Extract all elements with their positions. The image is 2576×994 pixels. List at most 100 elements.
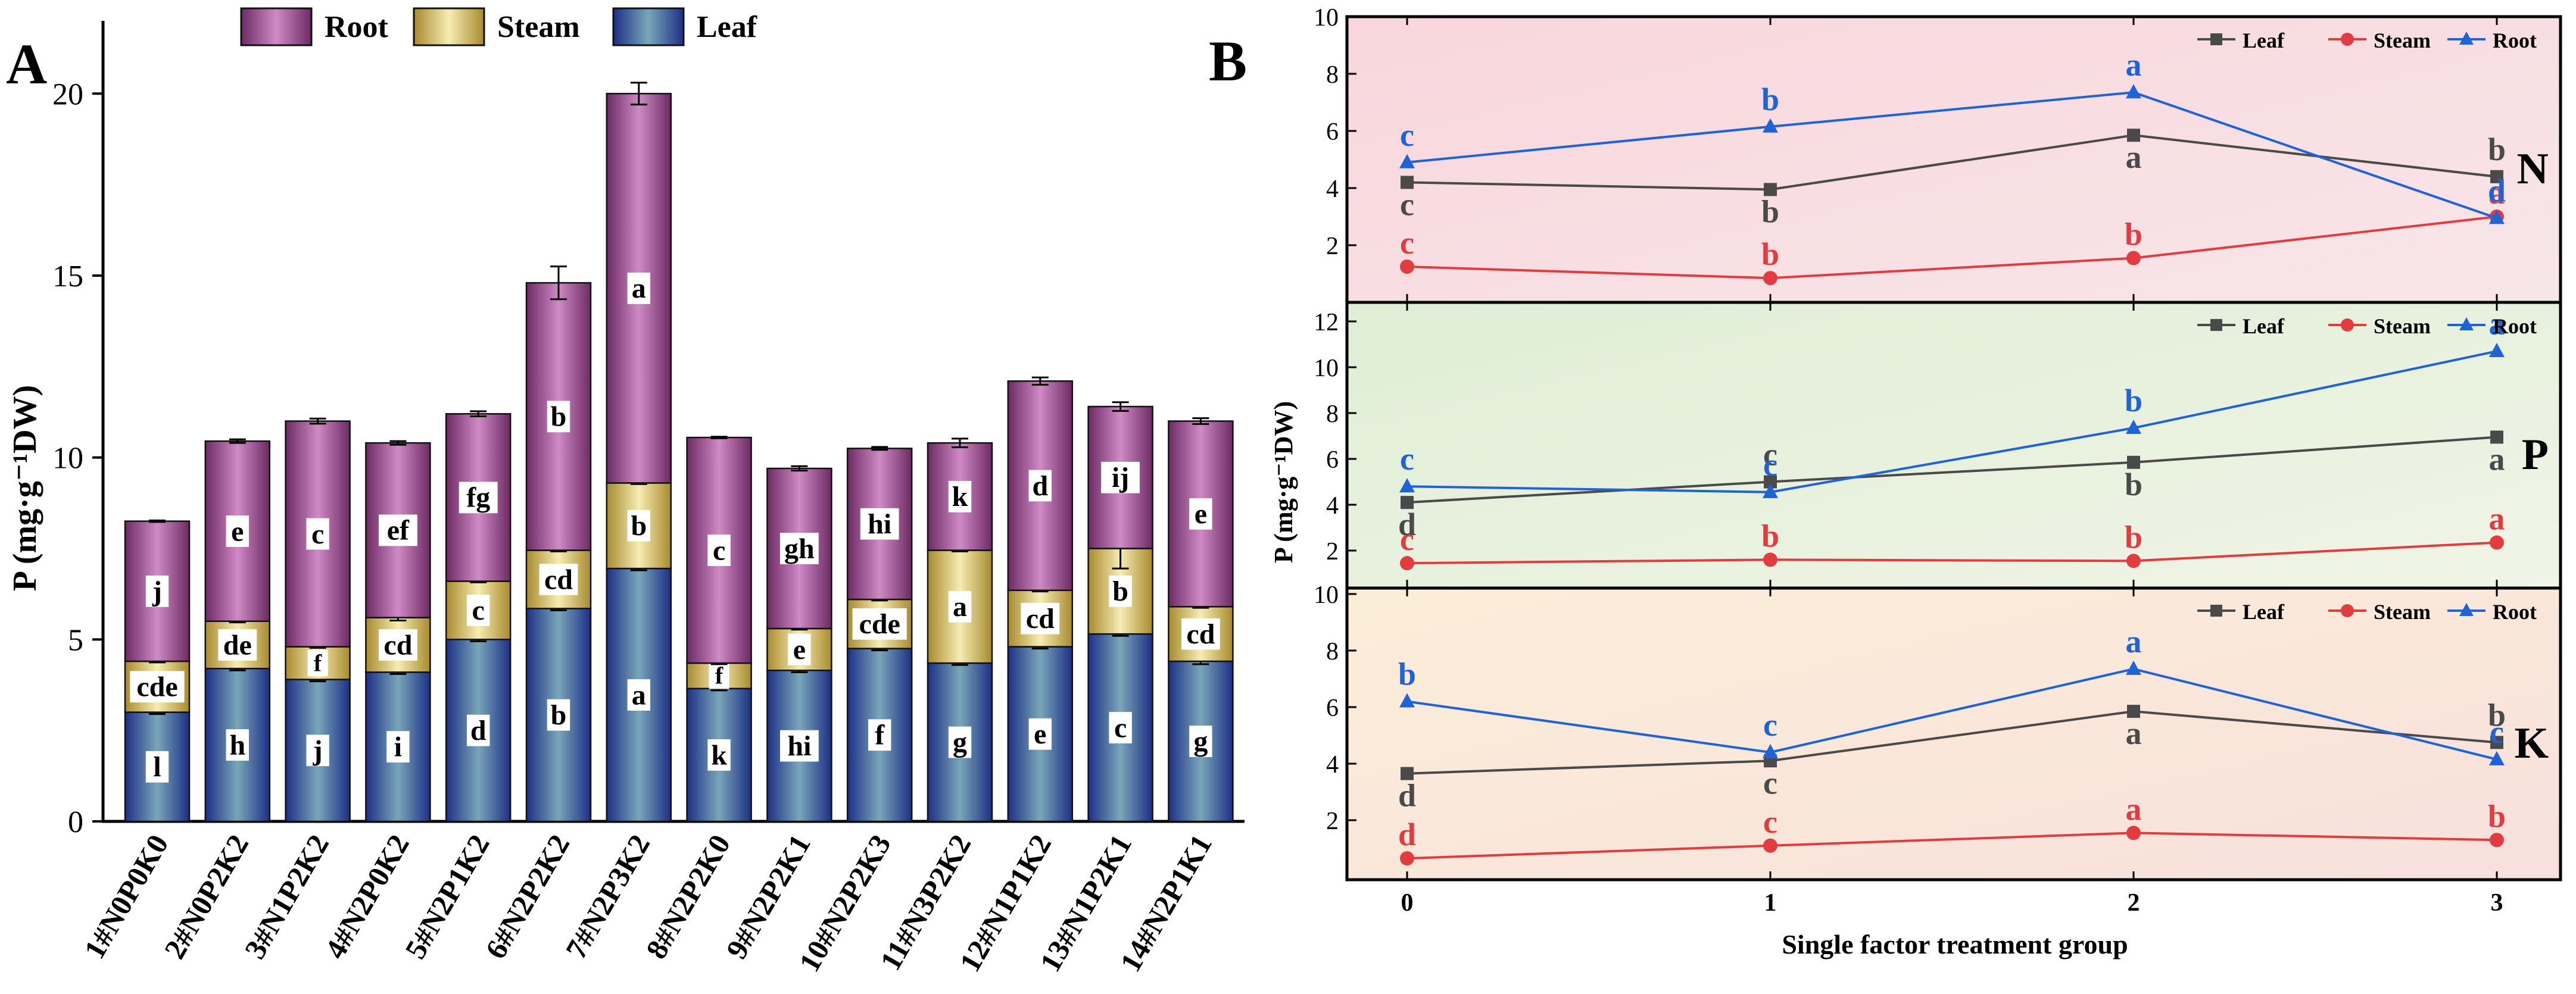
significance-letter: b xyxy=(551,699,567,731)
panel-b: B P (mg·g⁻¹DW) Single factor treatment g… xyxy=(1209,4,2562,959)
y-tick-label: 6 xyxy=(1326,118,1339,146)
letter-bg xyxy=(467,714,490,746)
letter-bg xyxy=(145,575,169,607)
legend-label-root: Root xyxy=(2493,600,2537,624)
legend-label-steam: Steam xyxy=(497,10,580,44)
legend-marker-root xyxy=(2459,603,2474,616)
letter-bg xyxy=(709,662,729,689)
significance-letter: g xyxy=(953,727,967,758)
significance-letter: b xyxy=(1761,82,1779,117)
legend-marker-leaf xyxy=(2210,33,2222,45)
significance-letter: f xyxy=(314,649,322,676)
marker-root xyxy=(2489,210,2505,224)
marker-leaf xyxy=(1764,183,1777,196)
legend-marker-steam xyxy=(2341,604,2354,617)
significance-letter: c xyxy=(1400,521,1414,557)
marker-root xyxy=(2489,751,2505,765)
marker-steam xyxy=(1763,271,1777,286)
significance-letter: d xyxy=(1398,778,1416,814)
significance-letter: cde xyxy=(859,608,900,640)
letter-bg xyxy=(306,734,329,767)
significance-letter: ef xyxy=(387,515,410,546)
marker-root xyxy=(2126,420,2141,435)
significance-letter: c xyxy=(472,595,485,626)
marker-leaf xyxy=(1401,496,1414,509)
y-tick-label: 4 xyxy=(1326,751,1339,779)
series-line-root xyxy=(1406,667,2497,761)
legend-label-root: Root xyxy=(2493,29,2537,52)
letter-bg xyxy=(948,590,972,623)
significance-letter: b xyxy=(2488,132,2506,167)
significance-letter: a xyxy=(632,273,646,304)
letter-bg xyxy=(547,401,570,433)
marker-steam xyxy=(2126,554,2141,568)
significance-letter: h xyxy=(229,729,245,761)
significance-letter: b xyxy=(2125,383,2142,418)
bar-leaf xyxy=(686,687,752,823)
significance-letter: j xyxy=(313,735,323,767)
legend-label-leaf: Leaf xyxy=(2243,29,2285,52)
significance-letter: cd xyxy=(1026,603,1055,634)
subplot-tag: N xyxy=(2517,145,2549,193)
marker-root xyxy=(1763,483,1778,498)
marker-steam xyxy=(1763,552,1777,567)
significance-letter: d xyxy=(1398,507,1416,542)
letter-bg xyxy=(226,729,249,761)
marker-steam xyxy=(2126,826,2141,840)
y-tick-label: 8 xyxy=(1326,401,1339,428)
legend-label-steam: Steam xyxy=(2374,314,2431,338)
marker-root xyxy=(2126,660,2141,675)
significance-letter: b xyxy=(2488,798,2506,834)
y-tick-label: 8 xyxy=(1326,61,1339,89)
y-tick-label: 2 xyxy=(1326,808,1339,835)
panel-b-x-axis-label: Single factor treatment group xyxy=(1782,929,2128,959)
letter-bg xyxy=(707,739,731,771)
significance-letter: a xyxy=(2126,715,2142,751)
subplot-frame xyxy=(1345,586,2562,882)
series-line-leaf xyxy=(1406,710,2497,775)
significance-letter: a xyxy=(2126,624,2142,659)
panel-a-y-tick-label: 15 xyxy=(52,260,83,293)
legend-label-leaf: Leaf xyxy=(697,10,757,44)
marker-root xyxy=(1399,478,1415,493)
marker-leaf xyxy=(2490,736,2503,749)
letter-bg xyxy=(860,508,899,540)
panel-b-y-axis-label: P (mg·g⁻¹DW) xyxy=(1269,401,1298,563)
letter-bg xyxy=(948,480,972,512)
letter-bg xyxy=(539,564,578,595)
letter-bg xyxy=(627,679,650,711)
y-tick-label: 6 xyxy=(1326,695,1339,722)
series-line-leaf xyxy=(1406,436,2497,504)
significance-letter: cd xyxy=(1186,618,1215,650)
significance-letter: cd xyxy=(383,629,412,661)
marker-steam xyxy=(2490,535,2504,550)
significance-letter: e xyxy=(1034,718,1046,750)
significance-letter: b xyxy=(2125,519,2142,555)
significance-letter: a xyxy=(953,591,967,623)
panel-a-y-axis-label: P (mg·g⁻¹DW) xyxy=(7,385,43,592)
letter-bg xyxy=(1181,618,1220,650)
y-tick-label: 10 xyxy=(1314,4,1339,32)
significance-letter: a xyxy=(2489,441,2505,477)
letter-bg xyxy=(780,533,819,564)
significance-letter: a xyxy=(2489,175,2505,211)
significance-letter: j xyxy=(152,576,162,607)
bar-leaf xyxy=(285,679,351,823)
significance-letter: b xyxy=(1398,657,1416,692)
panel-a-y-tick-label: 0 xyxy=(68,805,83,839)
significance-letter: b xyxy=(2488,697,2506,733)
legend-marker-leaf xyxy=(2210,605,2222,617)
marker-leaf xyxy=(2490,430,2503,444)
letter-bg xyxy=(788,633,811,665)
legend-label-steam: Steam xyxy=(2374,600,2431,624)
significance-letter: c xyxy=(1763,707,1777,743)
significance-letter: c xyxy=(1400,441,1414,477)
significance-letter: c xyxy=(1400,225,1414,261)
significance-letter: e xyxy=(793,634,806,665)
significance-letter: g xyxy=(1193,726,1208,757)
significance-letter: c xyxy=(1763,765,1777,801)
bar-leaf xyxy=(525,608,592,823)
panel-a-y-tick-label: 5 xyxy=(68,623,83,657)
